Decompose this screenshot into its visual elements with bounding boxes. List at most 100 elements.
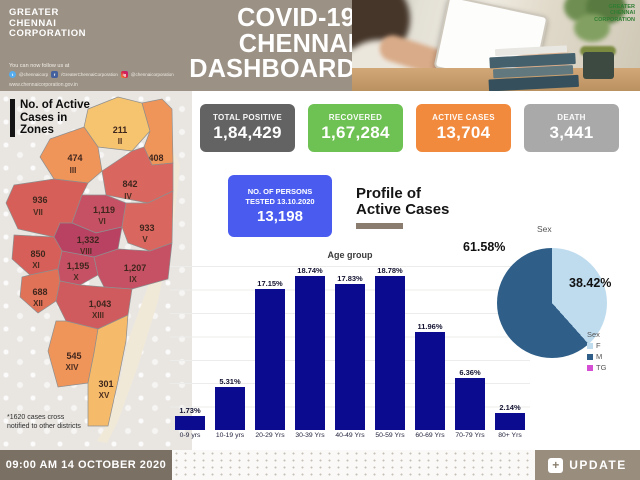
svg-text:XIV: XIV — [66, 363, 80, 372]
bar-value-label: 17.83% — [337, 273, 363, 283]
persons-tested-label: NO. OF PERSONS TESTED 13.10.2020 — [245, 186, 315, 206]
bar-value-label: 6.36% — [459, 367, 481, 377]
svg-text:688: 688 — [32, 287, 47, 297]
stat-value: 3,441 — [549, 123, 594, 142]
legend-label: M — [596, 352, 603, 361]
plant-pot-graphic — [583, 52, 614, 79]
social-links: t @chennaicorp f/GreaterChennaiCorporation… — [9, 71, 174, 78]
plus-icon: + — [548, 457, 564, 473]
x-tick-label: 50-59 Yrs — [375, 432, 405, 439]
legend-item-f: F — [587, 341, 606, 350]
x-tick-label: 0-9 yrs — [179, 432, 201, 439]
pie-label-male: 61.58% — [463, 240, 506, 254]
sex-pie-chart: Sex 61.58% 38.42% Sex F M TG — [455, 222, 640, 400]
svg-text:211: 211 — [113, 125, 128, 135]
svg-text:1,332: 1,332 — [77, 235, 100, 245]
social-handle[interactable]: /GreaterChennaiCorporation — [61, 72, 118, 77]
bar-60-69-yrs: 11.96% — [410, 266, 450, 430]
legend-item-tg: TG — [587, 363, 606, 372]
svg-text:VIII: VIII — [80, 247, 92, 256]
svg-text:1,119: 1,119 — [93, 205, 115, 215]
social-handle[interactable]: @chennaicorp — [19, 72, 49, 77]
twitter-icon[interactable]: t — [9, 71, 16, 78]
bar-value-label: 18.78% — [377, 266, 403, 275]
org-name: GREATER CHENNAI CORPORATION — [9, 7, 87, 40]
title-accent-bar — [10, 99, 15, 137]
stat-label: ACTIVE CASES — [432, 113, 495, 122]
bar-50-59-yrs: 18.78% — [370, 266, 410, 430]
svg-text:X: X — [73, 273, 79, 282]
x-tick-label: 80+ Yrs — [498, 432, 522, 439]
map-title: No. of Active Cases in Zones — [10, 99, 90, 137]
zone-III: 474 III — [39, 126, 103, 184]
bar-80-yrs: 2.14% — [490, 266, 530, 430]
legend-swatch — [587, 342, 593, 349]
page-title: COVID-19 CHENNAI DASHBOARD — [189, 2, 355, 84]
gcc-logo: GREATER CHENNAI CORPORATION — [594, 4, 635, 23]
zone-XV: 301 XV — [87, 314, 129, 427]
svg-text:408: 408 — [148, 153, 163, 163]
svg-text:IV: IV — [124, 192, 132, 201]
plant-graphic — [564, 0, 634, 52]
x-tick-label: 70-79 Yrs — [455, 432, 485, 439]
bar-chart-title: Age group — [327, 250, 373, 260]
pie-graphic — [497, 248, 607, 358]
svg-text:XV: XV — [99, 391, 110, 400]
legend-swatch — [587, 364, 593, 371]
legend-item-m: M — [587, 352, 606, 361]
bar-40-49-yrs: 17.83% — [330, 266, 370, 430]
facebook-icon[interactable]: f — [51, 71, 59, 78]
header: GREATER CHENNAI CORPORATION You can now … — [0, 0, 640, 91]
bar-value-label: 5.31% — [219, 376, 241, 386]
website-link[interactable]: www.chennaicorporation.gov.in — [9, 82, 78, 88]
pie-legend: Sex F M TG — [587, 330, 607, 372]
svg-text:XII: XII — [33, 299, 43, 308]
svg-text:XIII: XIII — [92, 311, 104, 320]
follow-us-text: You can now follow us at — [9, 63, 70, 69]
bar — [455, 377, 485, 430]
svg-text:1,043: 1,043 — [89, 299, 112, 309]
bar-chart-x-axis: 0-9 yrs 10-19 yrs 20-29 Yrs 30-39 Yrs 40-49 … — [170, 432, 530, 439]
update-button[interactable]: + UPDATE — [535, 450, 640, 480]
bar — [215, 386, 245, 430]
bar-value-label: 11.96% — [417, 321, 443, 331]
instagram-icon[interactable]: ig — [120, 71, 128, 78]
profile-heading: Profile of Active Cases — [356, 185, 449, 230]
x-tick-label: 30-39 Yrs — [295, 432, 325, 439]
x-tick-label: 40-49 Yrs — [335, 432, 365, 439]
bar-value-label: 18.74% — [297, 266, 323, 276]
bar — [175, 415, 205, 430]
stat-card-total-positive: TOTAL POSITIVE 1,84,429 — [200, 104, 295, 152]
timestamp: 09:00 AM 14 OCTOBER 2020 — [0, 450, 172, 480]
svg-text:II: II — [118, 137, 122, 146]
legend-label: F — [596, 341, 601, 350]
social-handle[interactable]: @chennaicorporation — [130, 72, 174, 77]
x-tick-label: 60-69 Yrs — [415, 432, 445, 439]
svg-text:474: 474 — [67, 153, 82, 163]
persons-tested-card: NO. OF PERSONS TESTED 13.10.2020 13,198 — [228, 175, 332, 237]
zone-XII: 688 XII — [19, 268, 61, 314]
footer: 09:00 AM 14 OCTOBER 2020 + UPDATE — [0, 450, 640, 480]
stat-value: 1,67,284 — [321, 123, 390, 142]
bar-0-9-yrs: 1.73% — [170, 266, 210, 430]
svg-text:VII: VII — [33, 208, 43, 217]
bar-value-label: 2.14% — [499, 402, 521, 412]
bar — [255, 289, 285, 430]
bar — [495, 412, 525, 430]
x-tick-label: 20-29 Yrs — [255, 432, 285, 439]
dotted-divider — [172, 450, 535, 480]
stat-card-active-cases: ACTIVE CASES 13,704 — [416, 104, 511, 152]
bar-70-79-yrs: 6.36% — [450, 266, 490, 430]
plant-pot-moss-graphic — [580, 46, 616, 56]
pie-label-female: 38.42% — [569, 276, 612, 290]
svg-text:XI: XI — [32, 261, 40, 270]
bar-20-29-yrs: 17.15% — [250, 266, 290, 430]
bar — [375, 276, 405, 430]
bar-chart-plot: 1.73% 5.31% 17.15% 18.74% 17.83% 18.78% 11.96%… — [170, 266, 530, 430]
svg-text:VI: VI — [98, 217, 106, 226]
svg-text:III: III — [70, 166, 77, 175]
stat-label: RECOVERED — [328, 113, 383, 122]
